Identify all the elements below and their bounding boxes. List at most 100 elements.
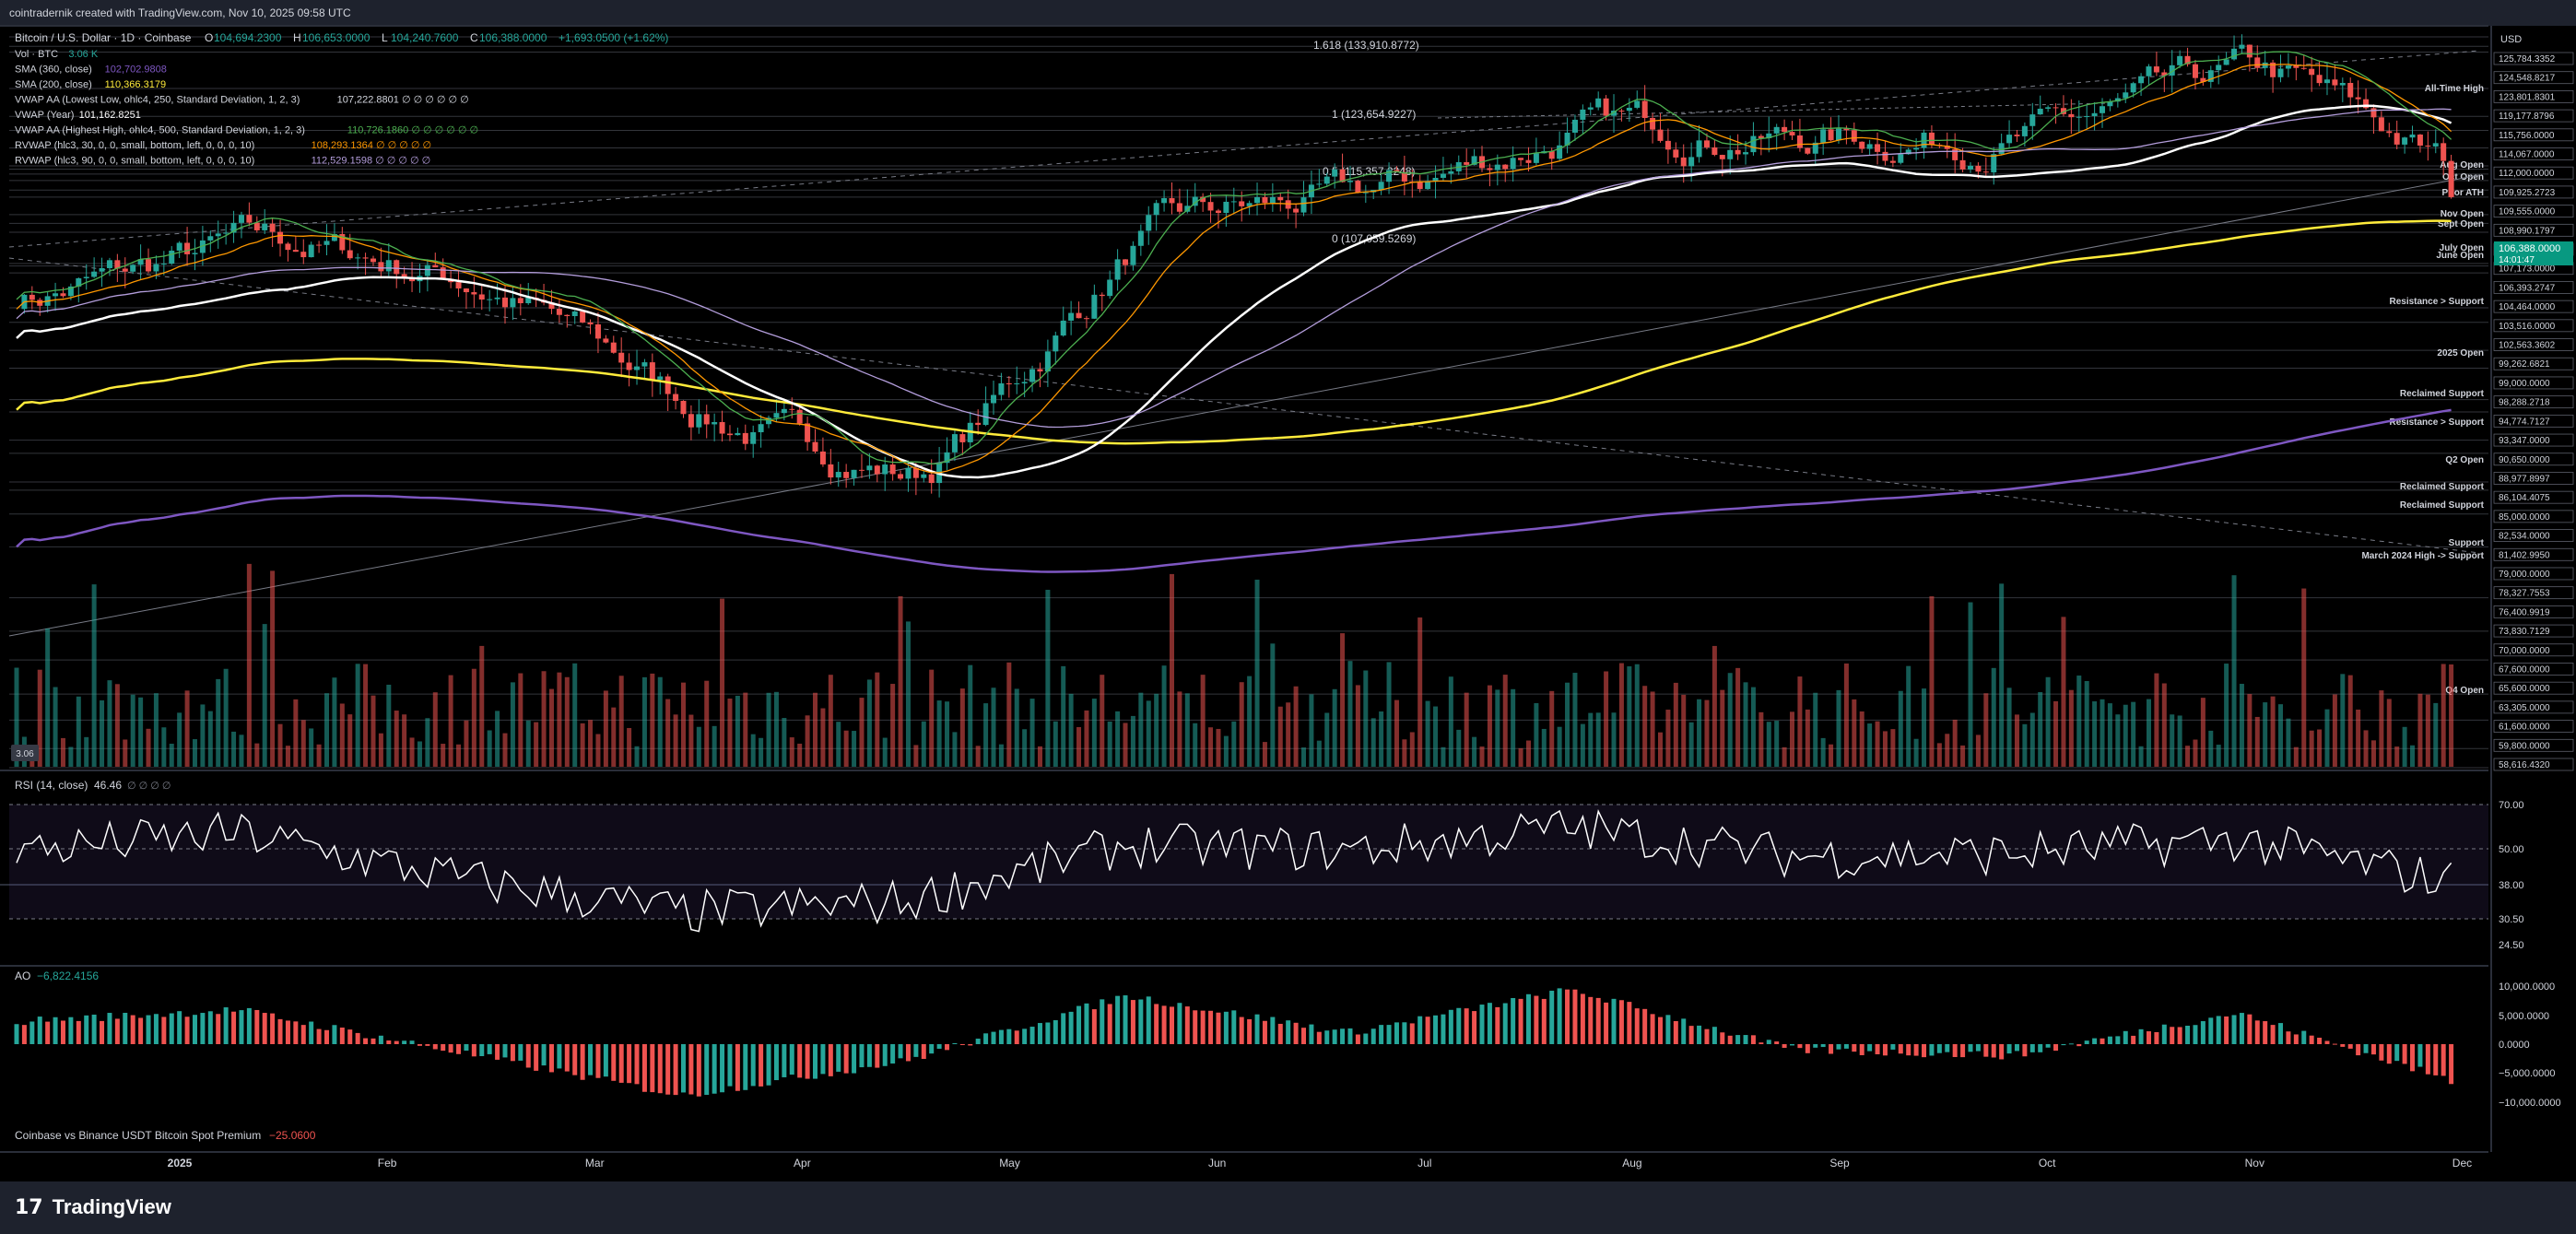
candle-body <box>2100 106 2106 113</box>
ao-bar <box>1231 1010 1237 1044</box>
ao-bar <box>1588 996 1594 1044</box>
ao-bar <box>2146 1031 2151 1044</box>
volume-bar <box>720 598 725 767</box>
candle-body <box>253 222 260 230</box>
volume-bar <box>1688 722 1694 767</box>
volume-bar <box>882 737 888 767</box>
candle-body <box>122 268 128 272</box>
volume-bar <box>2449 664 2454 767</box>
ao-bar <box>1580 993 1585 1044</box>
ao-bar <box>2216 1016 2221 1044</box>
time-tick-9: Oct <box>2039 1157 2056 1169</box>
sma-200-line <box>16 219 2452 445</box>
volume-bar <box>332 677 337 767</box>
price-tag-box-30 <box>2493 624 2574 638</box>
ao-bar <box>1820 1044 1826 1048</box>
volume-bar <box>432 692 438 767</box>
candle-body <box>1611 111 1617 116</box>
candle-body <box>362 257 369 259</box>
candle-body <box>2091 112 2098 117</box>
indicator-value-6: 108,293.1364 ∅ ∅ ∅ ∅ ∅ <box>312 140 431 151</box>
level-tag-12: Q2 Open <box>2445 455 2484 465</box>
volume-bar <box>843 730 849 767</box>
ao-bar <box>789 1044 794 1075</box>
volume-bar <box>2394 746 2400 767</box>
candle-body <box>1843 128 1850 131</box>
tradingview-logo[interactable]: 17 TradingView <box>15 1195 171 1219</box>
ao-bar <box>277 1018 283 1044</box>
candle-body <box>2293 65 2300 68</box>
volume-bar <box>2193 739 2198 767</box>
ao-bar <box>1177 1003 1182 1044</box>
candle-body <box>2060 108 2066 114</box>
volume-bar <box>1169 573 1174 767</box>
price-axis[interactable]: USD 125,784.3352 124,548.8217 123,801.8301 1… <box>2490 26 2576 1152</box>
candle-body <box>1835 128 1841 141</box>
price-tag-23: 86,104.4075 <box>2499 493 2550 503</box>
candle-body <box>874 465 880 475</box>
candle-body <box>1711 147 1718 156</box>
volume-bar <box>1743 682 1748 767</box>
candle-body <box>703 414 710 425</box>
volume-bar <box>153 693 159 767</box>
candle-body <box>1913 147 1920 150</box>
candle-body <box>789 408 795 410</box>
volume-bar <box>60 737 65 767</box>
candle-body <box>1743 152 1749 155</box>
time-tick-11: Dec <box>2452 1157 2472 1169</box>
volume-bar <box>2006 688 2012 767</box>
candle-body <box>29 294 35 300</box>
ao-bar <box>720 1044 725 1093</box>
volume-bar <box>820 708 826 767</box>
fib-anchor-line <box>1437 102 2111 119</box>
ao-bar <box>1184 1006 1190 1044</box>
volume-bar <box>502 733 508 767</box>
candle-body <box>1587 107 1594 110</box>
ao-bar <box>1045 1022 1051 1044</box>
candle-body <box>269 223 276 232</box>
candle-body <box>67 286 74 297</box>
ao-bar <box>1673 1021 1678 1044</box>
candle-body <box>1975 165 1982 172</box>
ao-bar <box>2208 1017 2214 1044</box>
volume-bar <box>1355 685 1360 767</box>
price-tag-box-37 <box>2493 758 2574 771</box>
time-tick-1: Feb <box>378 1157 397 1169</box>
ao-bar <box>332 1025 337 1044</box>
time-axis[interactable]: 2025 Feb Mar Apr May Jun Jul Aug Sep Oct Nov Dec <box>168 1157 2472 1169</box>
ao-bar <box>2402 1044 2407 1064</box>
candle-body <box>455 282 462 289</box>
ao-bar <box>2317 1038 2323 1044</box>
volume-bar <box>207 711 213 767</box>
ao-bar <box>2293 1034 2299 1044</box>
price-tag-box-17 <box>2493 376 2574 390</box>
time-tick-10: Nov <box>2245 1157 2264 1169</box>
ao-axis-4: −10,000.0000 <box>2499 1098 2561 1109</box>
volume-bar <box>2433 702 2439 767</box>
volume-bar <box>1107 721 1112 767</box>
volume-bar <box>2224 664 2229 767</box>
candle-body <box>742 432 748 444</box>
ohlc-value-2: 104,240.7600 <box>391 31 459 44</box>
volume-bar <box>1750 687 1756 767</box>
volume-bar <box>852 731 857 767</box>
ao-bar <box>518 1044 523 1061</box>
volume-bar <box>169 743 174 767</box>
volume-bar <box>1029 699 1035 767</box>
volume-bar <box>1650 691 1655 767</box>
volume-bar <box>1859 711 1864 767</box>
ao-bar <box>1843 1044 1849 1049</box>
candle-body <box>556 309 562 315</box>
candle-body <box>1859 141 1865 149</box>
candle-body <box>199 240 206 253</box>
ao-bar <box>417 1044 422 1046</box>
price-tag-box-22 <box>2493 472 2574 485</box>
candle-body <box>1766 133 1772 139</box>
price-tag-box-28 <box>2493 586 2574 600</box>
volume-bar <box>2370 740 2376 767</box>
ao-bar <box>1890 1044 1896 1050</box>
volume-bar <box>1479 746 1485 767</box>
rvwap-90-line <box>16 108 2452 429</box>
volume-bar <box>76 696 81 767</box>
